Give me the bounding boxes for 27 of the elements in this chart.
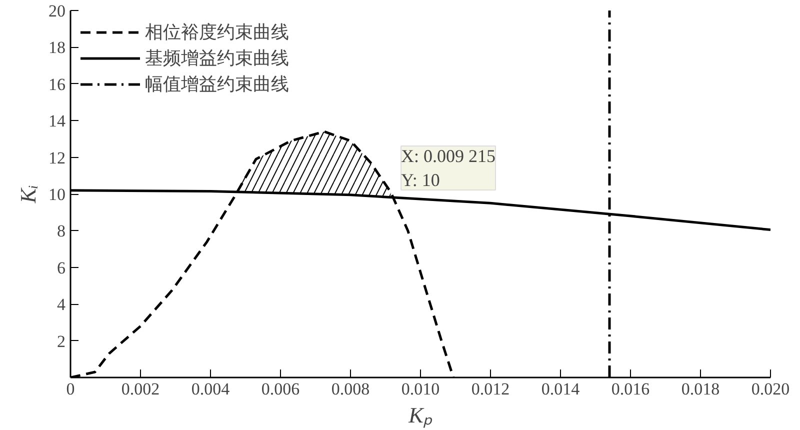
legend-label: 相位裕度约束曲线: [145, 21, 289, 44]
x-tick-label: 0.002: [121, 380, 160, 398]
x-tick-label: 0.014: [541, 380, 580, 398]
x-tick-label: 0.008: [331, 380, 370, 398]
x-tick-label: 0.016: [611, 380, 650, 398]
legend-label: 幅值增益约束曲线: [145, 73, 289, 96]
x-tick-label: 0.012: [471, 380, 510, 398]
y-tick-label: 18: [48, 38, 66, 58]
y-tick-label: 12: [48, 148, 66, 168]
y-tick-label: 2: [57, 332, 66, 351]
x-tick-label: 0.006: [261, 380, 300, 398]
y-tick-label: 16: [48, 74, 66, 94]
y-tick-label: 10: [48, 185, 66, 204]
y-tick-label: 8: [57, 222, 66, 241]
legend-label: 基频增益约束曲线: [145, 47, 289, 70]
x-tick-label: 0.020: [751, 380, 790, 398]
y-tick-label: 14: [48, 112, 66, 131]
x-axis-title: Kₚ: [408, 402, 432, 428]
y-tick-label: 6: [57, 258, 66, 278]
x-tick-label: 0: [66, 380, 75, 398]
y-axis-title: Kᵢ: [16, 184, 40, 204]
annotation: X: 0.009 215 Y: 10: [401, 146, 496, 190]
y-tick-label: 4: [57, 295, 66, 314]
y-tick-label: 20: [48, 2, 66, 20]
x-tick-label: 0.018: [681, 380, 720, 398]
x-tick-label: 0.010: [401, 380, 440, 398]
x-tick-label: 0.004: [191, 380, 230, 398]
